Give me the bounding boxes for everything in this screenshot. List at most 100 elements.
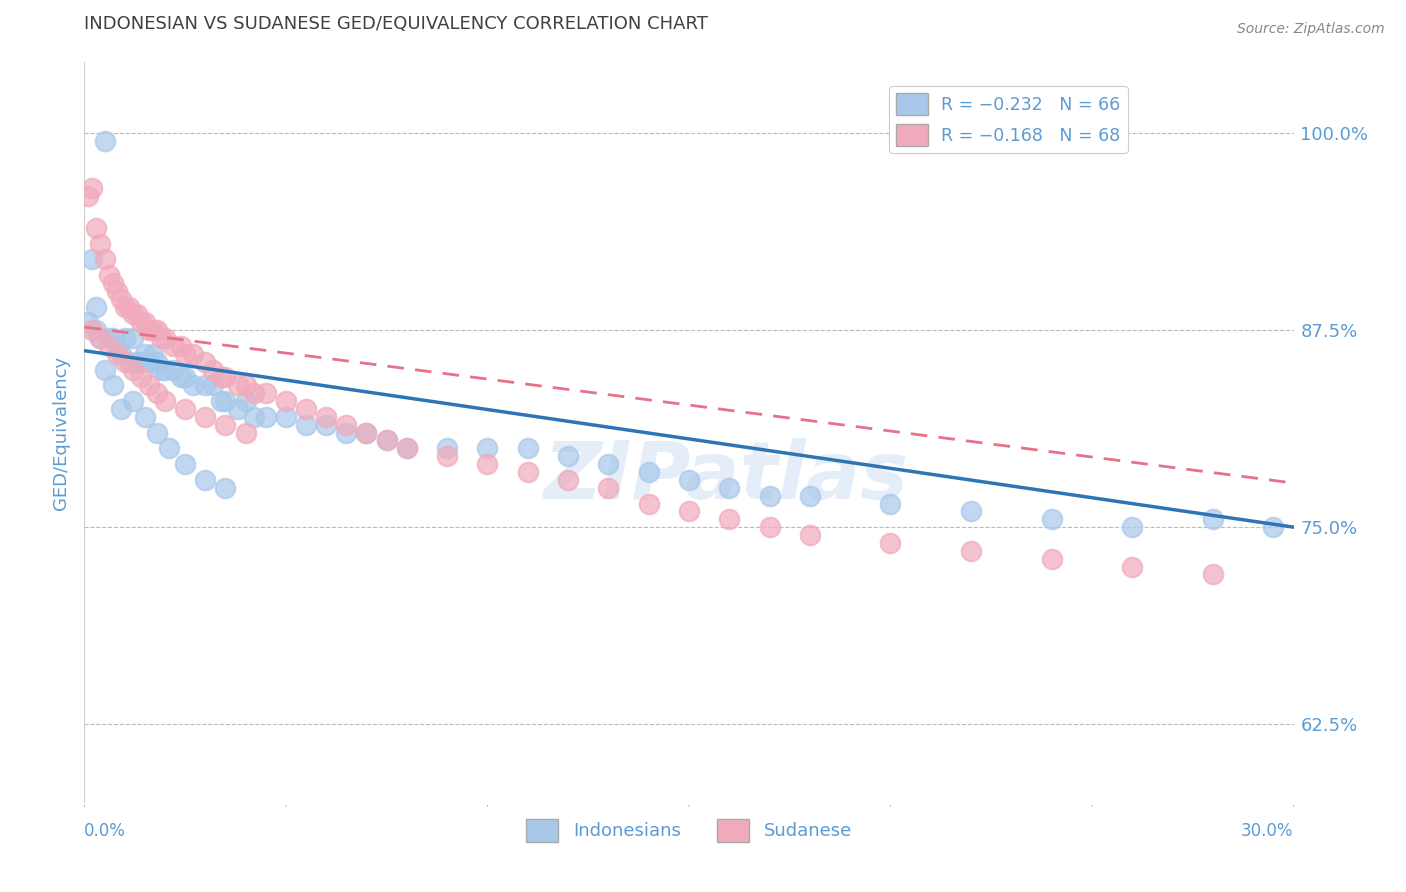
Point (235, 394, 257, 409)
Point (142, 347, 165, 361)
Point (114, 355, 136, 369)
Point (125, 355, 148, 369)
Point (960, 543, 983, 558)
Point (254, 386, 277, 401)
Point (214, 394, 236, 409)
Point (82, 252, 104, 267)
Point (134, 347, 156, 361)
Point (121, 362, 143, 376)
Point (1121, 559, 1143, 574)
Point (598, 457, 620, 471)
Point (86, 323, 108, 337)
Point (356, 425, 378, 440)
Point (194, 378, 217, 392)
Point (181, 347, 204, 361)
Point (718, 481, 741, 495)
Point (202, 362, 225, 376)
Point (477, 457, 499, 471)
Point (516, 442, 538, 456)
Point (516, 465, 538, 479)
Point (274, 409, 297, 424)
Point (86, 300, 108, 314)
Point (235, 425, 257, 440)
Point (125, 308, 148, 322)
Point (97, 268, 120, 282)
Point (274, 394, 297, 409)
Point (162, 339, 184, 353)
Point (315, 409, 337, 424)
Point (129, 315, 152, 329)
Point (436, 449, 458, 463)
Point (235, 378, 257, 392)
Point (375, 434, 398, 448)
Point (162, 362, 184, 376)
Point (758, 520, 780, 534)
Point (101, 331, 124, 345)
Point (295, 402, 318, 417)
Point (121, 308, 143, 322)
Point (82, 181, 104, 195)
Text: Source: ZipAtlas.com: Source: ZipAtlas.com (1237, 22, 1385, 37)
Point (194, 355, 217, 369)
Point (209, 394, 232, 409)
Point (82, 323, 104, 337)
Point (194, 473, 217, 487)
Point (477, 442, 499, 456)
Point (242, 409, 264, 424)
Point (153, 394, 176, 409)
Point (101, 276, 124, 290)
Point (960, 504, 983, 518)
Point (121, 394, 143, 409)
Point (118, 300, 141, 314)
Text: ZIPatlas: ZIPatlas (543, 438, 908, 516)
Point (214, 481, 236, 495)
Point (89, 331, 111, 345)
Point (149, 362, 172, 376)
Point (395, 442, 418, 456)
Point (110, 402, 132, 417)
Point (637, 465, 659, 479)
Point (174, 457, 197, 471)
Point (1040, 551, 1063, 566)
Point (214, 417, 236, 432)
Text: INDONESIAN VS SUDANESE GED/EQUIVALENCY CORRELATION CHART: INDONESIAN VS SUDANESE GED/EQUIVALENCY C… (84, 15, 709, 33)
Point (226, 378, 249, 392)
Point (146, 425, 169, 440)
Point (105, 284, 128, 298)
Point (93, 362, 115, 376)
Point (758, 489, 780, 503)
Point (114, 331, 136, 345)
Point (1263, 520, 1285, 534)
Point (879, 496, 901, 510)
Point (226, 402, 249, 417)
Point (101, 378, 124, 392)
Legend: Indonesians, Sudanese: Indonesians, Sudanese (519, 812, 859, 849)
Point (153, 331, 176, 345)
Point (157, 442, 180, 456)
Point (134, 409, 156, 424)
Point (678, 473, 700, 487)
Point (142, 323, 165, 337)
Point (209, 370, 232, 384)
Point (879, 536, 901, 550)
Point (557, 449, 579, 463)
Point (105, 347, 128, 361)
Point (799, 489, 821, 503)
Point (110, 292, 132, 306)
Point (174, 402, 197, 417)
Point (395, 442, 418, 456)
Point (146, 323, 169, 337)
Text: 0.0%: 0.0% (84, 822, 127, 839)
Point (77, 315, 100, 329)
Point (1202, 512, 1225, 526)
Point (110, 347, 132, 361)
Point (194, 409, 217, 424)
Point (97, 339, 120, 353)
Point (121, 331, 143, 345)
Point (678, 504, 700, 518)
Point (97, 331, 120, 345)
Point (129, 355, 152, 369)
Point (718, 512, 741, 526)
Point (242, 386, 264, 401)
Point (86, 220, 108, 235)
